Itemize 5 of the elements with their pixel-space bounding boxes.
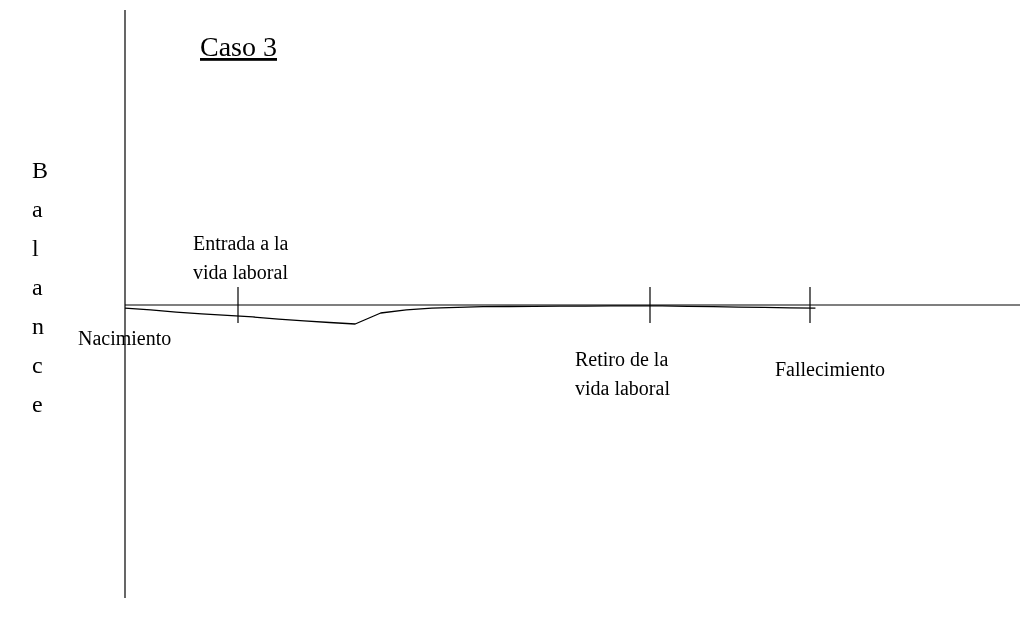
text: Retiro de la vida laboral [575, 348, 671, 399]
text: Entrada a la vida laboral [193, 232, 289, 283]
y-axis-title: Balance [32, 157, 49, 417]
chart-title: Caso 3 [200, 31, 277, 62]
text: Fallecimiento [775, 358, 885, 380]
